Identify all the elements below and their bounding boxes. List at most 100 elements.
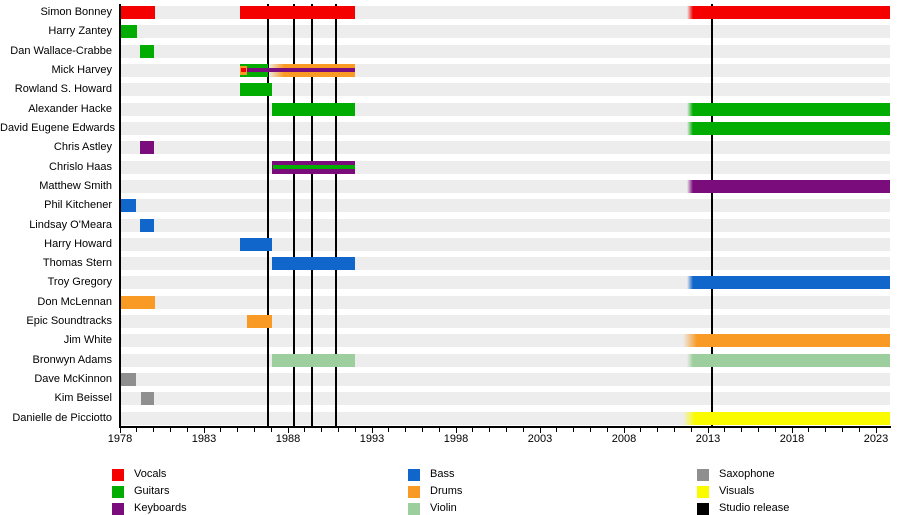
row-band <box>121 199 890 213</box>
x-axis-minor-tick <box>337 428 339 432</box>
row-band <box>121 237 890 251</box>
x-axis-minor-tick <box>573 428 575 432</box>
timeline-bar-drums <box>120 295 156 309</box>
x-axis-tick-label: 2013 <box>695 433 721 445</box>
timeline-bar-saxophone <box>120 373 136 387</box>
x-axis-tick-label: 1978 <box>107 433 133 445</box>
x-axis-major-tick <box>203 428 205 433</box>
row-band <box>121 160 890 174</box>
row-band <box>121 373 890 387</box>
x-axis-minor-tick <box>774 428 776 432</box>
timeline-bar-drums <box>246 315 273 329</box>
x-axis-minor-tick <box>505 428 507 432</box>
x-axis-minor-tick <box>405 428 407 432</box>
x-axis-minor-tick <box>825 428 827 432</box>
x-axis-major-tick <box>539 428 541 433</box>
x-axis-line <box>119 426 891 428</box>
member-label: Thomas Stern <box>42 257 112 270</box>
x-axis-major-tick <box>707 428 709 433</box>
legend-swatch-keyboards <box>112 503 124 515</box>
legend-label-keyboards: Keyboards <box>134 502 187 514</box>
row-band <box>121 83 890 97</box>
timeline-bar-keyboards <box>687 179 891 193</box>
timeline-bar-vocals <box>120 6 156 19</box>
member-label: Dave McKinnon <box>34 373 112 386</box>
x-axis-minor-tick <box>169 428 171 432</box>
timeline-bar-bass <box>120 199 136 213</box>
row-band <box>121 63 890 77</box>
x-axis-minor-tick <box>757 428 759 432</box>
studio-release-line <box>711 4 714 427</box>
x-axis-minor-tick <box>589 428 591 432</box>
x-axis-minor-tick <box>841 428 843 432</box>
legend-label-guitars: Guitars <box>134 485 170 497</box>
legend-label-studio_release: Studio release <box>719 502 790 514</box>
y-axis-line <box>119 4 121 427</box>
timeline-bar-bass <box>272 257 356 271</box>
x-axis-major-tick <box>119 428 121 433</box>
x-axis-minor-tick <box>220 428 222 432</box>
x-axis-tick-label: 1998 <box>443 433 469 445</box>
member-label: Matthew Smith <box>39 179 112 192</box>
member-label: Chris Astley <box>53 141 112 154</box>
timeline-bar-violin <box>272 353 356 367</box>
member-label: Rowland S. Howard <box>14 83 112 96</box>
legend-label-saxophone: Saxophone <box>719 468 775 480</box>
x-axis-major-tick <box>455 428 457 433</box>
legend-label-bass: Bass <box>430 468 455 480</box>
member-label: Chrislo Haas <box>49 160 112 173</box>
member-label: Harry Howard <box>44 237 112 250</box>
legend-swatch-vocals <box>112 469 124 481</box>
x-axis-minor-tick <box>673 428 675 432</box>
timeline-bar-bass <box>687 276 891 290</box>
studio-release-line <box>311 4 314 427</box>
member-label: Troy Gregory <box>47 276 112 289</box>
x-axis-minor-tick <box>186 428 188 432</box>
timeline-bar-bass <box>140 218 155 232</box>
x-axis-minor-tick <box>741 428 743 432</box>
member-label: Epic Soundtracks <box>26 315 112 328</box>
x-axis-minor-tick <box>354 428 356 432</box>
row-band <box>121 392 890 406</box>
x-axis-tick-label: 1988 <box>275 433 301 445</box>
row-band <box>121 257 890 271</box>
x-axis-minor-tick <box>321 428 323 432</box>
x-axis-major-tick <box>287 428 289 433</box>
x-axis-tick-label: 1993 <box>359 433 385 445</box>
row-band <box>121 295 890 309</box>
timeline-bar-keyboards <box>140 141 155 155</box>
studio-release-line <box>267 4 270 427</box>
x-axis-major-tick <box>791 428 793 433</box>
legend-swatch-bass <box>408 469 420 481</box>
legend-swatch-visuals <box>697 486 709 498</box>
member-label: Alexander Hacke <box>28 102 112 115</box>
x-axis-minor-tick <box>522 428 524 432</box>
legend-label-visuals: Visuals <box>719 485 755 497</box>
timeline-bar-violin <box>687 353 891 367</box>
timeline-bar-guitars <box>687 102 891 116</box>
timeline-bar-bass <box>240 237 273 251</box>
x-axis-minor-tick <box>304 428 306 432</box>
timeline-bar-guitars <box>272 165 356 170</box>
timeline-bar-guitars <box>687 121 891 135</box>
timeline-bar-saxophone <box>141 392 155 406</box>
row-band <box>121 44 890 58</box>
x-axis-minor-tick <box>253 428 255 432</box>
timeline-bar-visuals <box>682 411 891 425</box>
x-axis-major-tick <box>371 428 373 433</box>
x-axis-tick-label: 2018 <box>779 433 805 445</box>
x-axis-minor-tick <box>640 428 642 432</box>
x-axis-tick-label: 2008 <box>611 433 637 445</box>
timeline-bar-guitars <box>272 102 356 116</box>
member-label: Don McLennan <box>37 295 112 308</box>
timeline-bar-guitars <box>140 44 155 58</box>
legend-swatch-drums <box>408 486 420 498</box>
row-band <box>121 141 890 155</box>
x-axis-minor-tick <box>136 428 138 432</box>
row-band <box>121 218 890 232</box>
x-axis-minor-tick <box>690 428 692 432</box>
x-axis-major-tick <box>623 428 625 433</box>
row-band <box>121 315 890 329</box>
member-label: Dan Wallace-Crabbe <box>10 44 112 57</box>
